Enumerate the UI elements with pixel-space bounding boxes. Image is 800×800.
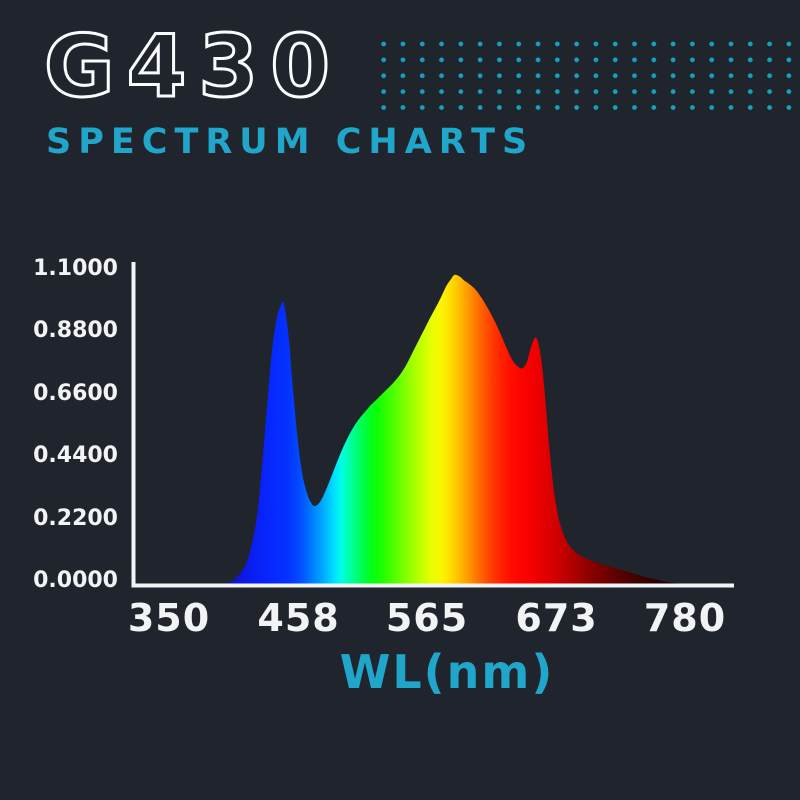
y-tick-label: 0.0000: [33, 568, 118, 593]
x-tick-label: 350: [127, 596, 211, 640]
dots-pattern: [374, 36, 799, 116]
spectrum-area-series: [225, 274, 685, 584]
y-tick-label: 0.2200: [33, 505, 118, 531]
x-tick-label: 458: [257, 596, 340, 640]
x-tick-label: 673: [515, 596, 598, 640]
product-title: G430: [42, 17, 343, 117]
x-axis-title: WL(nm): [339, 645, 555, 699]
y-tick-label: 0.4400: [33, 443, 118, 469]
y-tick-label: 1.1000: [33, 256, 118, 281]
x-tick-label: 565: [385, 596, 469, 640]
y-tick-label: 0.8800: [33, 318, 118, 344]
x-tick-label: 780: [643, 596, 727, 640]
page-subtitle: SPECTRUM CHARTS: [46, 122, 535, 162]
y-tick-label: 0.6600: [33, 380, 118, 406]
